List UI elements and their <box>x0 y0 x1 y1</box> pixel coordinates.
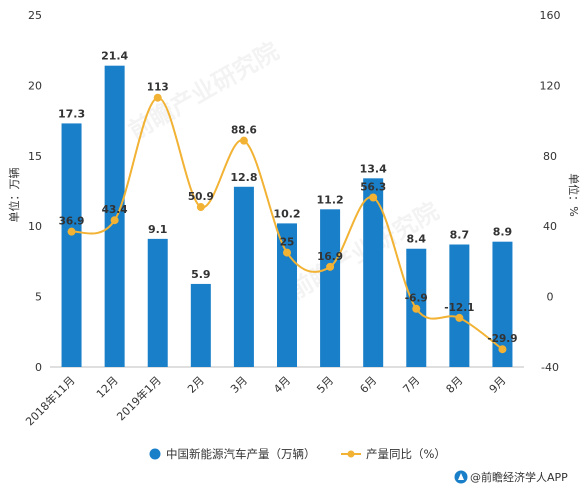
qianzhan-logo-mark <box>458 473 464 480</box>
bar <box>61 123 82 367</box>
line-point <box>412 304 421 313</box>
line-point <box>326 262 335 271</box>
line-marker-dot <box>347 450 355 458</box>
line-point <box>239 136 248 145</box>
bar-value-label: 5.9 <box>191 268 211 281</box>
line-point <box>455 313 464 322</box>
line-point <box>369 193 378 202</box>
bar-value-label: 11.2 <box>317 193 344 206</box>
bar <box>147 238 168 367</box>
line-value-label: 88.6 <box>231 125 257 137</box>
y-tick-label-right: 80 <box>543 150 557 163</box>
legend-label-bar: 中国新能源汽车产量（万辆） <box>166 447 316 461</box>
bar-value-label: 8.4 <box>407 233 427 246</box>
bar-series <box>61 65 513 368</box>
bar-value-label: 9.1 <box>148 223 168 236</box>
y-tick-label-left: 20 <box>28 79 42 92</box>
y-tick-label-right: 120 <box>540 79 561 92</box>
x-tick-label: 7月 <box>400 374 422 396</box>
line-value-label: 113 <box>147 82 169 94</box>
x-tick-label: 2019年1月 <box>114 373 164 423</box>
line-point <box>153 93 162 102</box>
y-tick-label-right: 40 <box>543 220 557 233</box>
bar-value-label: 8.7 <box>450 229 470 242</box>
line-value-label: -29.9 <box>487 333 517 345</box>
legend-label-line: 产量同比（%） <box>366 447 446 461</box>
line-value-label: 16.9 <box>317 251 343 263</box>
bar <box>449 244 470 367</box>
y-tick-label-left: 10 <box>28 220 42 233</box>
x-tick-label: 2018年11月 <box>23 373 78 428</box>
bar <box>363 178 384 367</box>
y-axis-title-left: 单位：万辆 <box>7 168 21 223</box>
bar-marker-icon <box>149 448 161 460</box>
line-value-label: -6.9 <box>405 293 428 305</box>
bar-value-label: 8.9 <box>493 226 513 239</box>
y-tick-label-right: -40 <box>541 361 559 374</box>
bar-value-label: 17.3 <box>58 107 85 120</box>
y-tick-label-left: 0 <box>35 361 42 374</box>
x-tick-label: 12月 <box>94 374 121 401</box>
y-tick-label-right: 0 <box>547 291 554 304</box>
x-tick-label: 4月 <box>271 374 293 396</box>
y-tick-label-left: 5 <box>35 291 42 304</box>
y-tick-label-left: 15 <box>28 150 42 163</box>
y-tick-label-left: 25 <box>28 9 42 22</box>
x-tick-label: 6月 <box>357 374 379 396</box>
x-tick-label: 5月 <box>314 374 336 396</box>
line-value-label: 36.9 <box>59 216 85 228</box>
line-value-label: 56.3 <box>360 182 386 194</box>
x-tick-label: 3月 <box>228 374 250 396</box>
line-value-label: 25 <box>280 237 295 249</box>
x-tick-label: 9月 <box>487 374 509 396</box>
y-tick-label-right: 160 <box>540 9 561 22</box>
x-tick-label: 2月 <box>185 374 207 396</box>
bar <box>320 209 341 367</box>
bar <box>233 186 254 367</box>
line-value-label: -12.1 <box>444 302 474 314</box>
data-labels: 17.3 21.4 9.1 5.9 12.8 10.2 11.2 13.4 8.4 8.7 8.9 3… <box>58 50 518 346</box>
line-series <box>67 93 507 354</box>
line-point <box>110 216 119 225</box>
line-point <box>498 345 507 354</box>
legend: 中国新能源汽车产量（万辆） 产量同比（%） <box>149 447 446 461</box>
y-axis-title-right: 单位：% <box>567 173 581 216</box>
x-tick-label: 8月 <box>444 374 466 396</box>
bar-value-label: 10.2 <box>273 207 300 220</box>
line-value-label: 50.9 <box>188 191 214 203</box>
bar-value-label: 12.8 <box>230 171 257 184</box>
bar-value-label: 13.4 <box>360 162 387 175</box>
source-attribution: @前瞻经济学人APP <box>454 470 568 484</box>
line-point <box>283 248 291 257</box>
source-text: @前瞻经济学人APP <box>470 470 568 484</box>
bar <box>190 283 211 367</box>
line-point <box>196 203 205 212</box>
line-value-label: 43.4 <box>102 204 128 216</box>
bar-value-label: 21.4 <box>101 50 128 63</box>
bar <box>492 241 513 367</box>
line-point <box>67 227 76 236</box>
